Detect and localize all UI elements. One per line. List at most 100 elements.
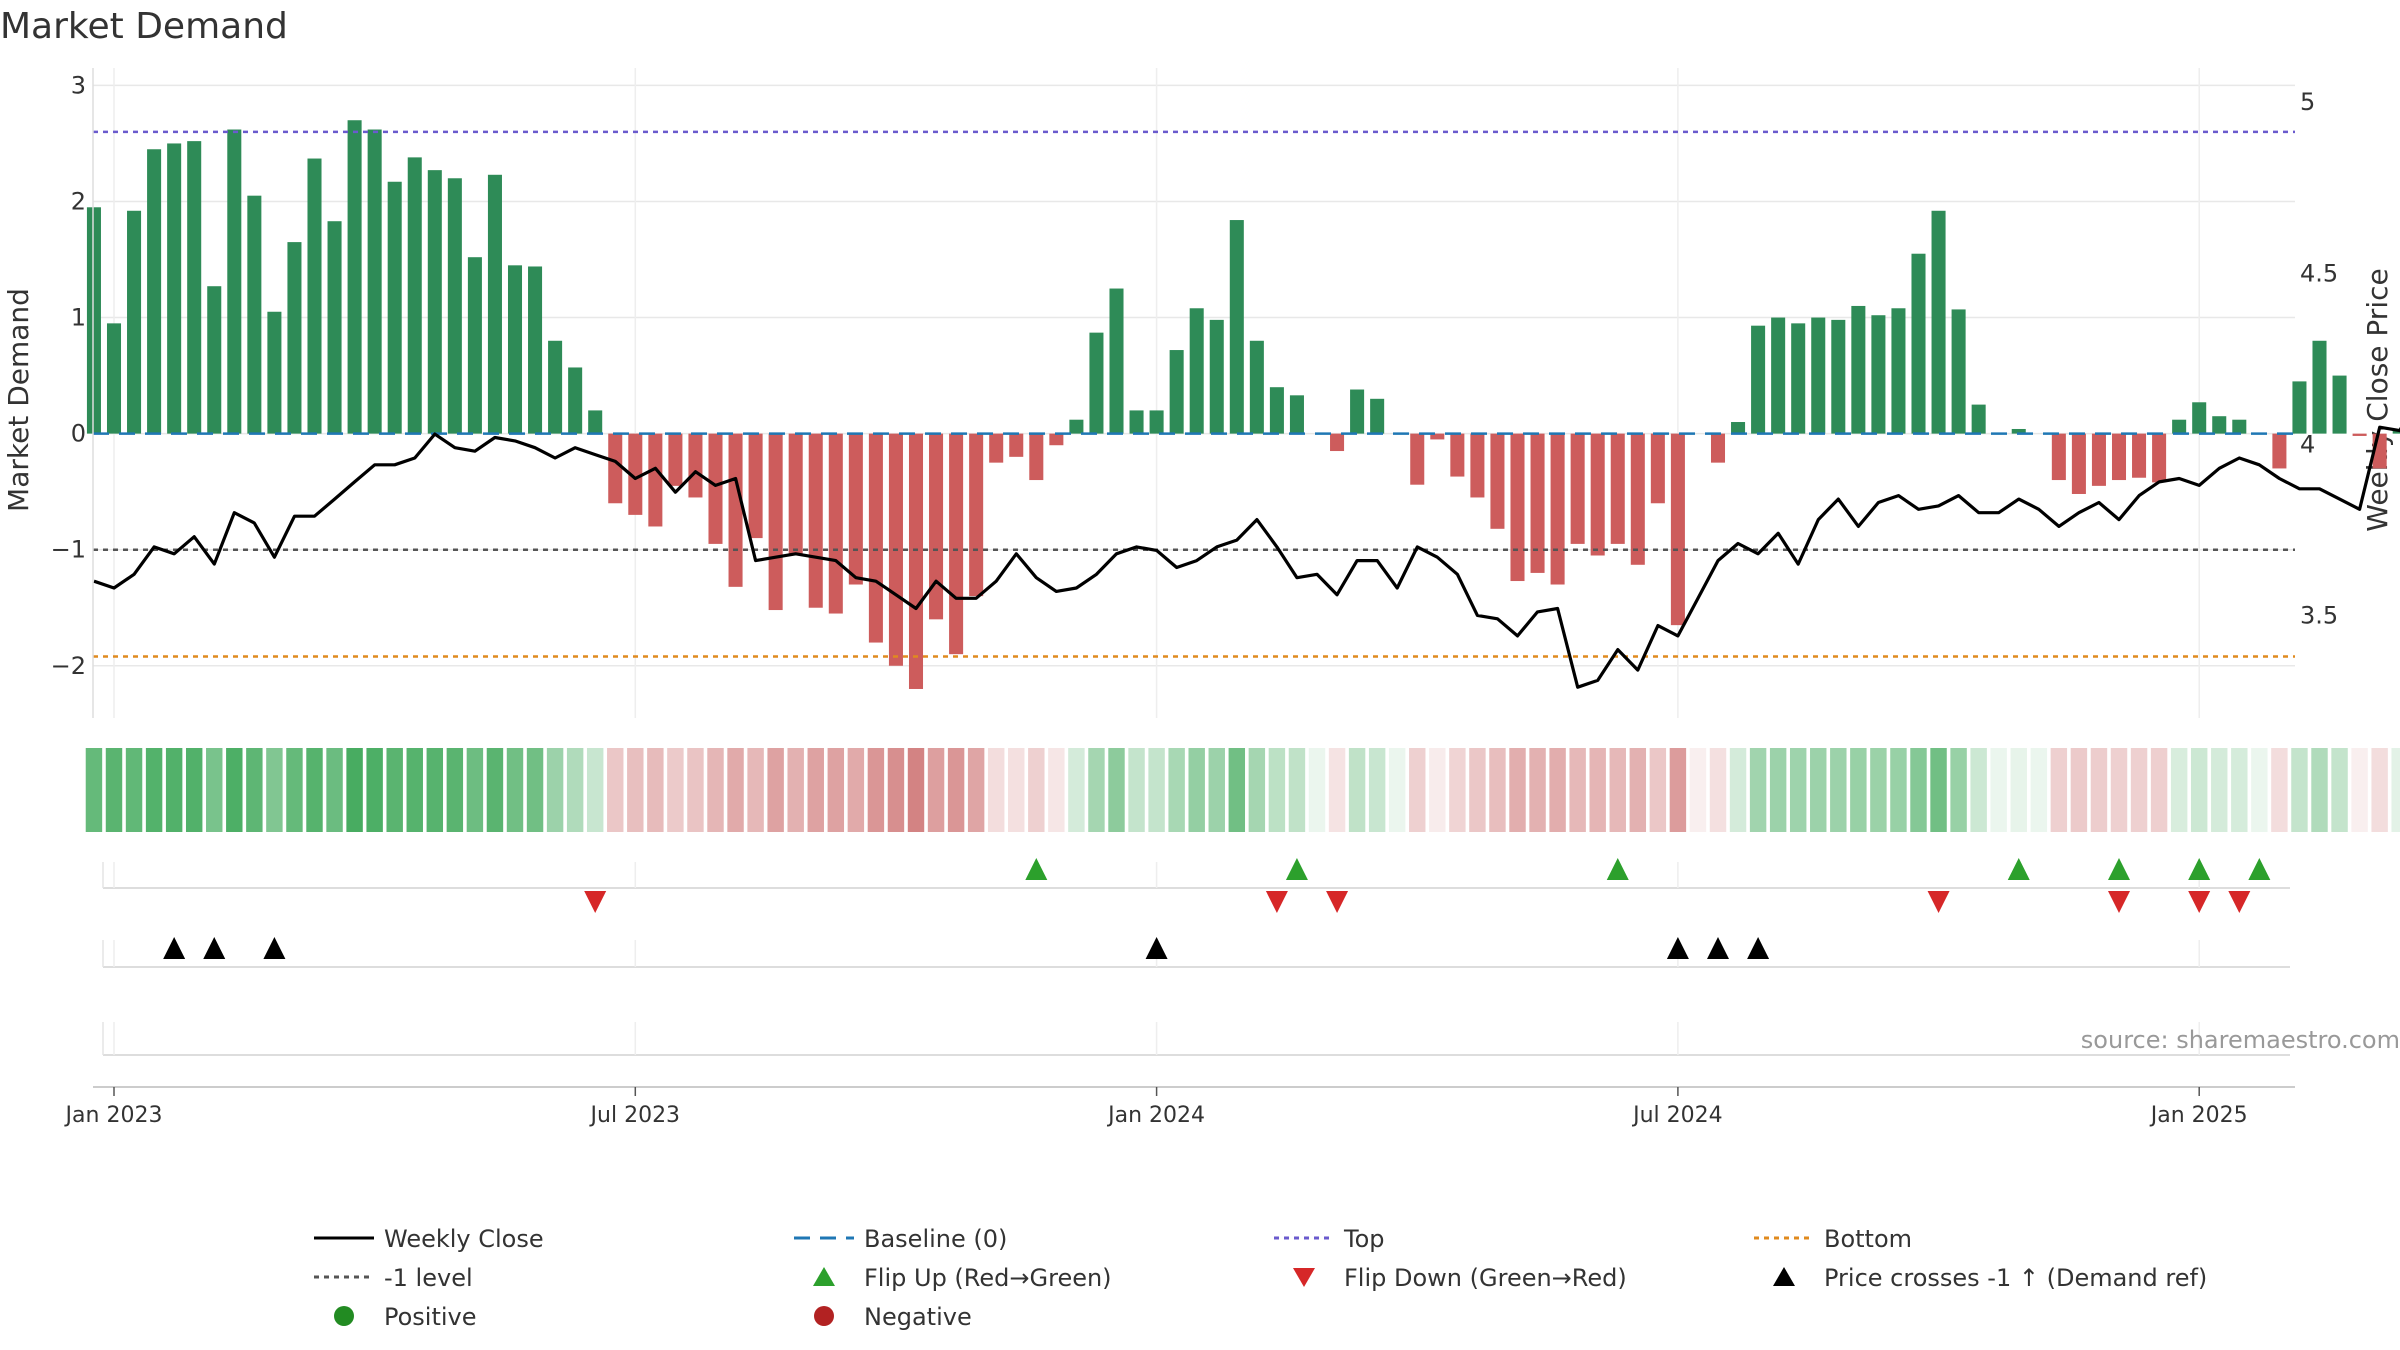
heat-cell: [1188, 748, 1205, 832]
demand-bar: [528, 266, 543, 434]
demand-bar: [548, 340, 563, 434]
heat-cell: [767, 748, 784, 832]
heat-cell: [1388, 748, 1406, 832]
y-tick-label: 1: [71, 304, 86, 332]
demand-bar: [648, 433, 663, 527]
cross-marker: [203, 937, 226, 959]
heat-cell: [1910, 748, 1927, 832]
demand-bar: [788, 433, 803, 556]
heat-cell: [1649, 748, 1667, 832]
heat-cell: [907, 748, 925, 832]
demand-bar: [427, 170, 442, 434]
heat-cell: [1108, 748, 1125, 832]
legend-label: Baseline (0): [864, 1225, 1007, 1253]
heat-cell: [2110, 748, 2128, 832]
flip-down-marker: [1927, 891, 1950, 913]
demand-bar: [187, 141, 202, 434]
heat-cell: [2251, 748, 2268, 832]
flip-down-marker: [1265, 891, 1288, 913]
heat-cell: [1509, 748, 1526, 832]
demand-bar: [1710, 433, 1726, 463]
heat-cell: [1088, 748, 1105, 832]
heat-cell: [586, 748, 604, 832]
demand-bar: [1510, 433, 1525, 582]
demand-bar: [969, 433, 984, 597]
legend-item: Weekly Close: [314, 1225, 544, 1253]
reference-lines: [93, 130, 2295, 658]
legend-swatch-dot-marker: [814, 1306, 834, 1326]
demand-bar: [949, 433, 964, 655]
demand-bar: [1530, 433, 1545, 573]
demand-bar: [2011, 428, 2026, 434]
legend-swatch-triangle-up: [813, 1267, 835, 1286]
demand-bar: [1069, 419, 1084, 434]
demand-bar: [467, 257, 482, 434]
heat-cell: [1268, 748, 1286, 832]
heat-cell: [1850, 748, 1867, 832]
demand-bar: [1009, 433, 1024, 457]
heat-cell: [2150, 748, 2168, 832]
demand-bar: [2392, 430, 2400, 434]
heat-cell: [1449, 748, 1466, 832]
demand-bar: [1470, 433, 1485, 498]
legend-item: Bottom: [1754, 1225, 1912, 1253]
demand-bar: [1189, 308, 1204, 434]
heat-cell: [2190, 748, 2208, 832]
legend-item: Flip Down (Green→Red): [1293, 1264, 1627, 1292]
heat-cell: [2010, 748, 2027, 832]
cross-marker: [1666, 937, 1689, 959]
demand-bar: [588, 410, 603, 434]
legend-label: Price crosses -1 ↑ (Demand ref): [1824, 1264, 2207, 1292]
heat-cell: [105, 748, 123, 832]
demand-bar: [1049, 433, 1064, 446]
demand-bar: [2051, 433, 2066, 481]
heat-cell: [546, 748, 564, 832]
heat-cell: [2291, 748, 2308, 832]
demand-bar: [708, 433, 723, 544]
demand-bar: [327, 221, 342, 434]
demand-bar: [447, 178, 462, 434]
heat-cell: [2050, 748, 2068, 832]
x-tick-label: Jul 2024: [1631, 1103, 1723, 1128]
demand-bar: [1330, 433, 1345, 452]
heat-cell: [1789, 748, 1807, 832]
demand-bar: [2332, 375, 2347, 434]
flip-up-marker: [2108, 858, 2130, 880]
demand-bar: [1129, 410, 1144, 434]
heat-cell: [607, 748, 624, 832]
source-credit: source: sharemaestro.com: [2081, 1026, 2400, 1054]
heat-cell: [1729, 748, 1747, 832]
demand-bar: [1911, 253, 1926, 434]
demand-bar: [1831, 319, 1846, 434]
legend-item: Top: [1274, 1225, 1385, 1253]
heat-cell: [2030, 748, 2048, 832]
x-axis: Jan 2023 Jul 2023 Jan 2024 Jul 2024 Jan 2025…: [64, 1086, 2295, 1128]
heat-cell: [366, 748, 383, 832]
heat-cell: [887, 748, 905, 832]
demand-bar: [628, 433, 643, 515]
y-tick-label: −2: [51, 652, 86, 680]
cross-marker: [263, 937, 286, 959]
y-axis: −2 −1 0 1 2 3: [51, 68, 94, 718]
demand-bar: [287, 242, 302, 434]
demand-bar: [2152, 433, 2167, 483]
demand-bar: [1791, 323, 1806, 434]
legend: Weekly Close Baseline (0) Top Bottom -1 leve…: [314, 1225, 2207, 1331]
heat-cell: [1609, 748, 1626, 832]
flip-up-marker: [2248, 858, 2271, 880]
heat-cell: [246, 748, 263, 832]
legend-label: Flip Up (Red→Green): [864, 1264, 1112, 1292]
heat-cell: [747, 748, 764, 832]
demand-bar: [147, 149, 162, 434]
legend-swatch-dot-marker: [334, 1306, 354, 1326]
legend-item: Negative: [814, 1303, 972, 1331]
heat-cell: [1409, 748, 1426, 832]
heat-cell: [1689, 748, 1707, 832]
heat-cell: [266, 748, 283, 832]
heat-cell: [1028, 748, 1045, 832]
heat-cell: [787, 748, 804, 832]
y-tick-label: 0: [71, 420, 86, 448]
y-axis-label: Market Demand: [2, 288, 35, 512]
heat-cell: [987, 748, 1005, 832]
heat-cell: [1629, 748, 1647, 832]
